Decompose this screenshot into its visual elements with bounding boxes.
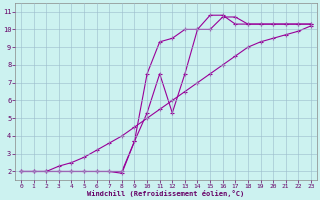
X-axis label: Windchill (Refroidissement éolien,°C): Windchill (Refroidissement éolien,°C) <box>87 190 244 197</box>
